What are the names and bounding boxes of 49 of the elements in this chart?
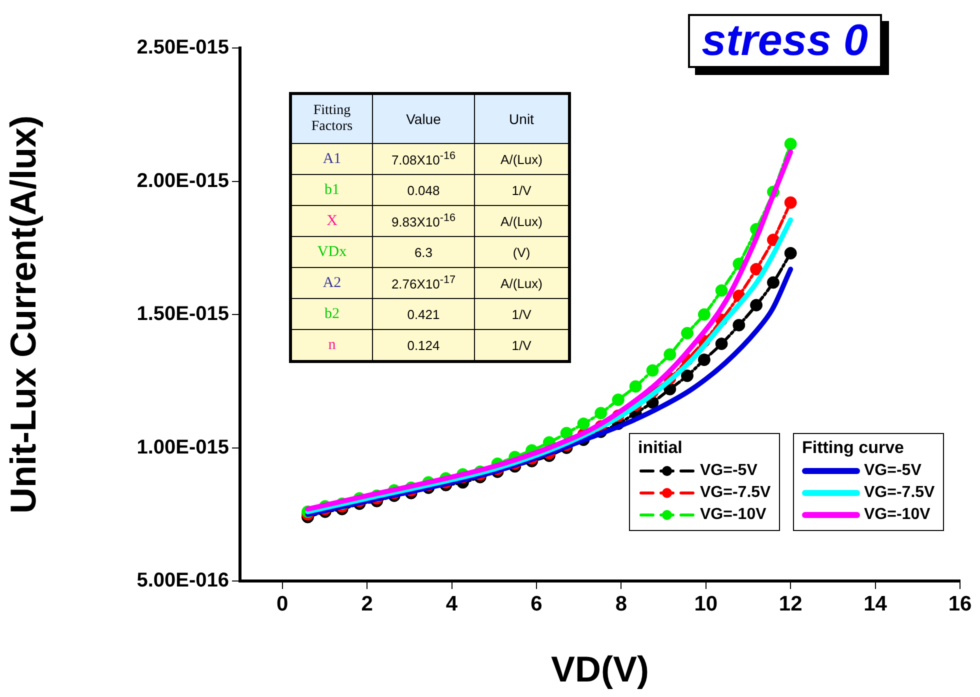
y-tick-label: 1.50E-015	[136, 303, 229, 326]
x-tick-label: 6	[530, 592, 542, 616]
legend-label: VG=-7.5V	[864, 484, 935, 502]
y-tick-label: 2.00E-015	[136, 170, 229, 192]
x-tick-label: 10	[694, 592, 718, 616]
annotation: 0.048	[372, 174, 474, 206]
annotation: (V)	[474, 236, 570, 268]
x-tick-label: 0	[276, 592, 288, 616]
text: initial	[638, 438, 682, 457]
annotation: 9.83X10$^{-16}$	[372, 206, 474, 236]
legend-label: VG=-5V	[700, 462, 758, 480]
annotation: n	[290, 330, 372, 362]
annotation: 1/V	[474, 298, 570, 330]
annotation: 2.76X10$^{-17}$	[372, 268, 474, 298]
x-tick-label: 8	[615, 592, 628, 616]
text: Fitting curve	[802, 438, 904, 457]
x-tick-label: 12	[778, 592, 802, 616]
y-axis-title: Unit-Lux Current(A/lux)	[2, 116, 44, 514]
x-tick-label: 16	[948, 592, 972, 616]
annotation: 6.3	[372, 236, 474, 268]
legend-label: VG=-7.5V	[700, 484, 771, 502]
annotation: 1/V	[474, 330, 570, 362]
annotation: A/(Lux)	[474, 144, 570, 174]
annotation: A1	[290, 144, 372, 174]
y-tick-label: 5.00E-016	[136, 570, 229, 592]
annotation: VDx	[290, 236, 372, 268]
annotation: Unit	[474, 94, 570, 144]
annotation: Value	[372, 94, 474, 144]
x-axis-title: VD(V)	[551, 648, 649, 690]
annotation: Fitting Factors	[290, 94, 372, 144]
legend-label: VG=-5V	[864, 462, 922, 480]
x-tick-label: 4	[446, 592, 458, 616]
x-tick-label: 14	[864, 592, 888, 616]
y-tick-label: 1.00E-015	[136, 436, 229, 458]
annotation: A2	[290, 268, 372, 298]
annotation: 0.124	[372, 330, 474, 362]
annotation: X	[290, 206, 372, 236]
chart-title: stress 0	[688, 14, 882, 68]
annotation: b1	[290, 174, 372, 206]
annotation: 0.421	[372, 298, 474, 330]
annotation: 7.08X10$^{-16}$	[372, 144, 474, 174]
annotation: A/(Lux)	[474, 268, 570, 298]
legend-label: VG=-10V	[864, 506, 930, 524]
annotation: b2	[290, 298, 372, 330]
annotation: A/(Lux)	[474, 206, 570, 236]
annotation: 1/V	[474, 174, 570, 206]
y-tick-label: 2.50E-015	[136, 36, 229, 59]
x-tick-label: 2	[361, 592, 373, 616]
legend-label: VG=-10V	[700, 506, 766, 524]
